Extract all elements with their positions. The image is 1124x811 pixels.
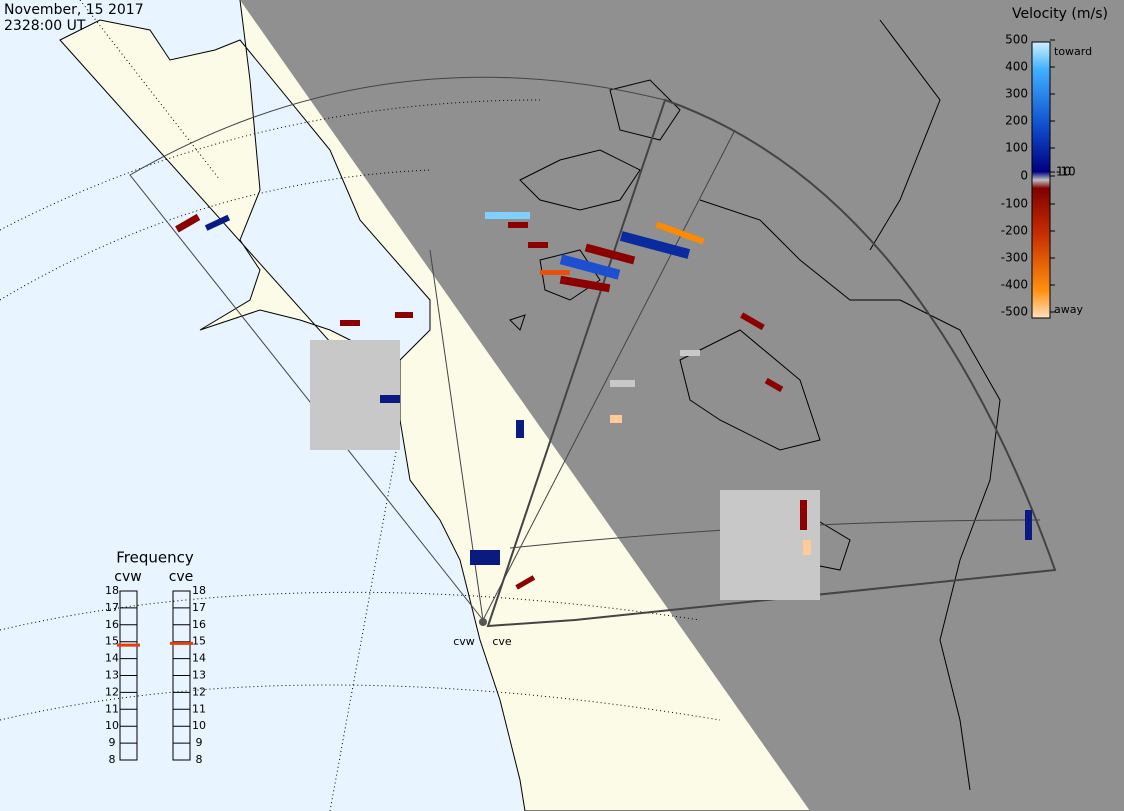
- frequency-tick-label: 12: [192, 685, 206, 698]
- colorbar-tick-label: -300: [1001, 251, 1028, 265]
- colorbar-tick-label: 300: [1005, 87, 1028, 101]
- colorbar-bottom-label: away: [1054, 303, 1083, 316]
- colorbar-title: Velocity (m/s): [1012, 6, 1108, 22]
- frequency-tick-label: 15: [192, 635, 206, 648]
- graticule: [0, 0, 721, 811]
- frequency-tick-label: 10: [192, 719, 206, 732]
- colorbar-tick-label: -500: [1001, 305, 1028, 319]
- frequency-tick-label: 9: [196, 736, 203, 749]
- frequency-tick-label: 18: [192, 584, 206, 597]
- colorbar: [1031, 41, 1051, 319]
- radar-name: cve: [169, 569, 194, 585]
- frequency-tick-label: 8: [196, 753, 203, 766]
- frequency-tick-label: 11: [105, 702, 119, 715]
- colorbar-tick-label: -100: [1001, 197, 1028, 211]
- colorbar-tick-label: -400: [1001, 278, 1028, 292]
- frequency-tick-label: 9: [109, 736, 116, 749]
- frequency-tick-label: 18: [105, 584, 119, 597]
- radar-site: [479, 618, 487, 626]
- radar-cells: [175, 212, 1032, 600]
- colorbar-tick-label: -10: [1056, 165, 1076, 179]
- station-label: cve: [492, 635, 512, 648]
- colorbar-tick-label: 100: [1005, 141, 1028, 155]
- date: November, 15 2017: [4, 2, 144, 18]
- frequency-tick-label: 13: [105, 669, 119, 682]
- colorbar-tick-label: 200: [1005, 114, 1028, 128]
- frequency-tick-label: 17: [105, 601, 119, 614]
- colorbar-tick-label: -200: [1001, 224, 1028, 238]
- colorbar-tick-label: 10: [1056, 165, 1071, 179]
- frequency-tick-label: 15: [105, 635, 119, 648]
- frequency-tick-label: 16: [105, 618, 119, 631]
- frequency-tick-label: 14: [192, 652, 206, 665]
- colorbar-top-label: toward: [1054, 45, 1092, 58]
- frequency-tick-label: 14: [105, 652, 119, 665]
- colorbar-tick-label: 0: [1020, 169, 1028, 183]
- frequency-tick-label: 12: [105, 685, 119, 698]
- night-shade: [240, 0, 1124, 811]
- frequency-tick-label: 13: [192, 669, 206, 682]
- frequency-title: Frequency: [116, 549, 194, 567]
- radar-name: cvw: [114, 569, 141, 585]
- station-label: cvw: [453, 635, 475, 648]
- time: 2328:00 UT: [4, 18, 86, 34]
- frequency-tick-label: 16: [192, 618, 206, 631]
- frequency-tick-label: 10: [105, 719, 119, 732]
- colorbar-tick-label: 500: [1005, 33, 1028, 47]
- frequency-tick-label: 11: [192, 702, 206, 715]
- frequency-tick-label: 17: [192, 601, 206, 614]
- colorbar-tick-label: 400: [1005, 60, 1028, 74]
- frequency-tick-label: 8: [109, 753, 116, 766]
